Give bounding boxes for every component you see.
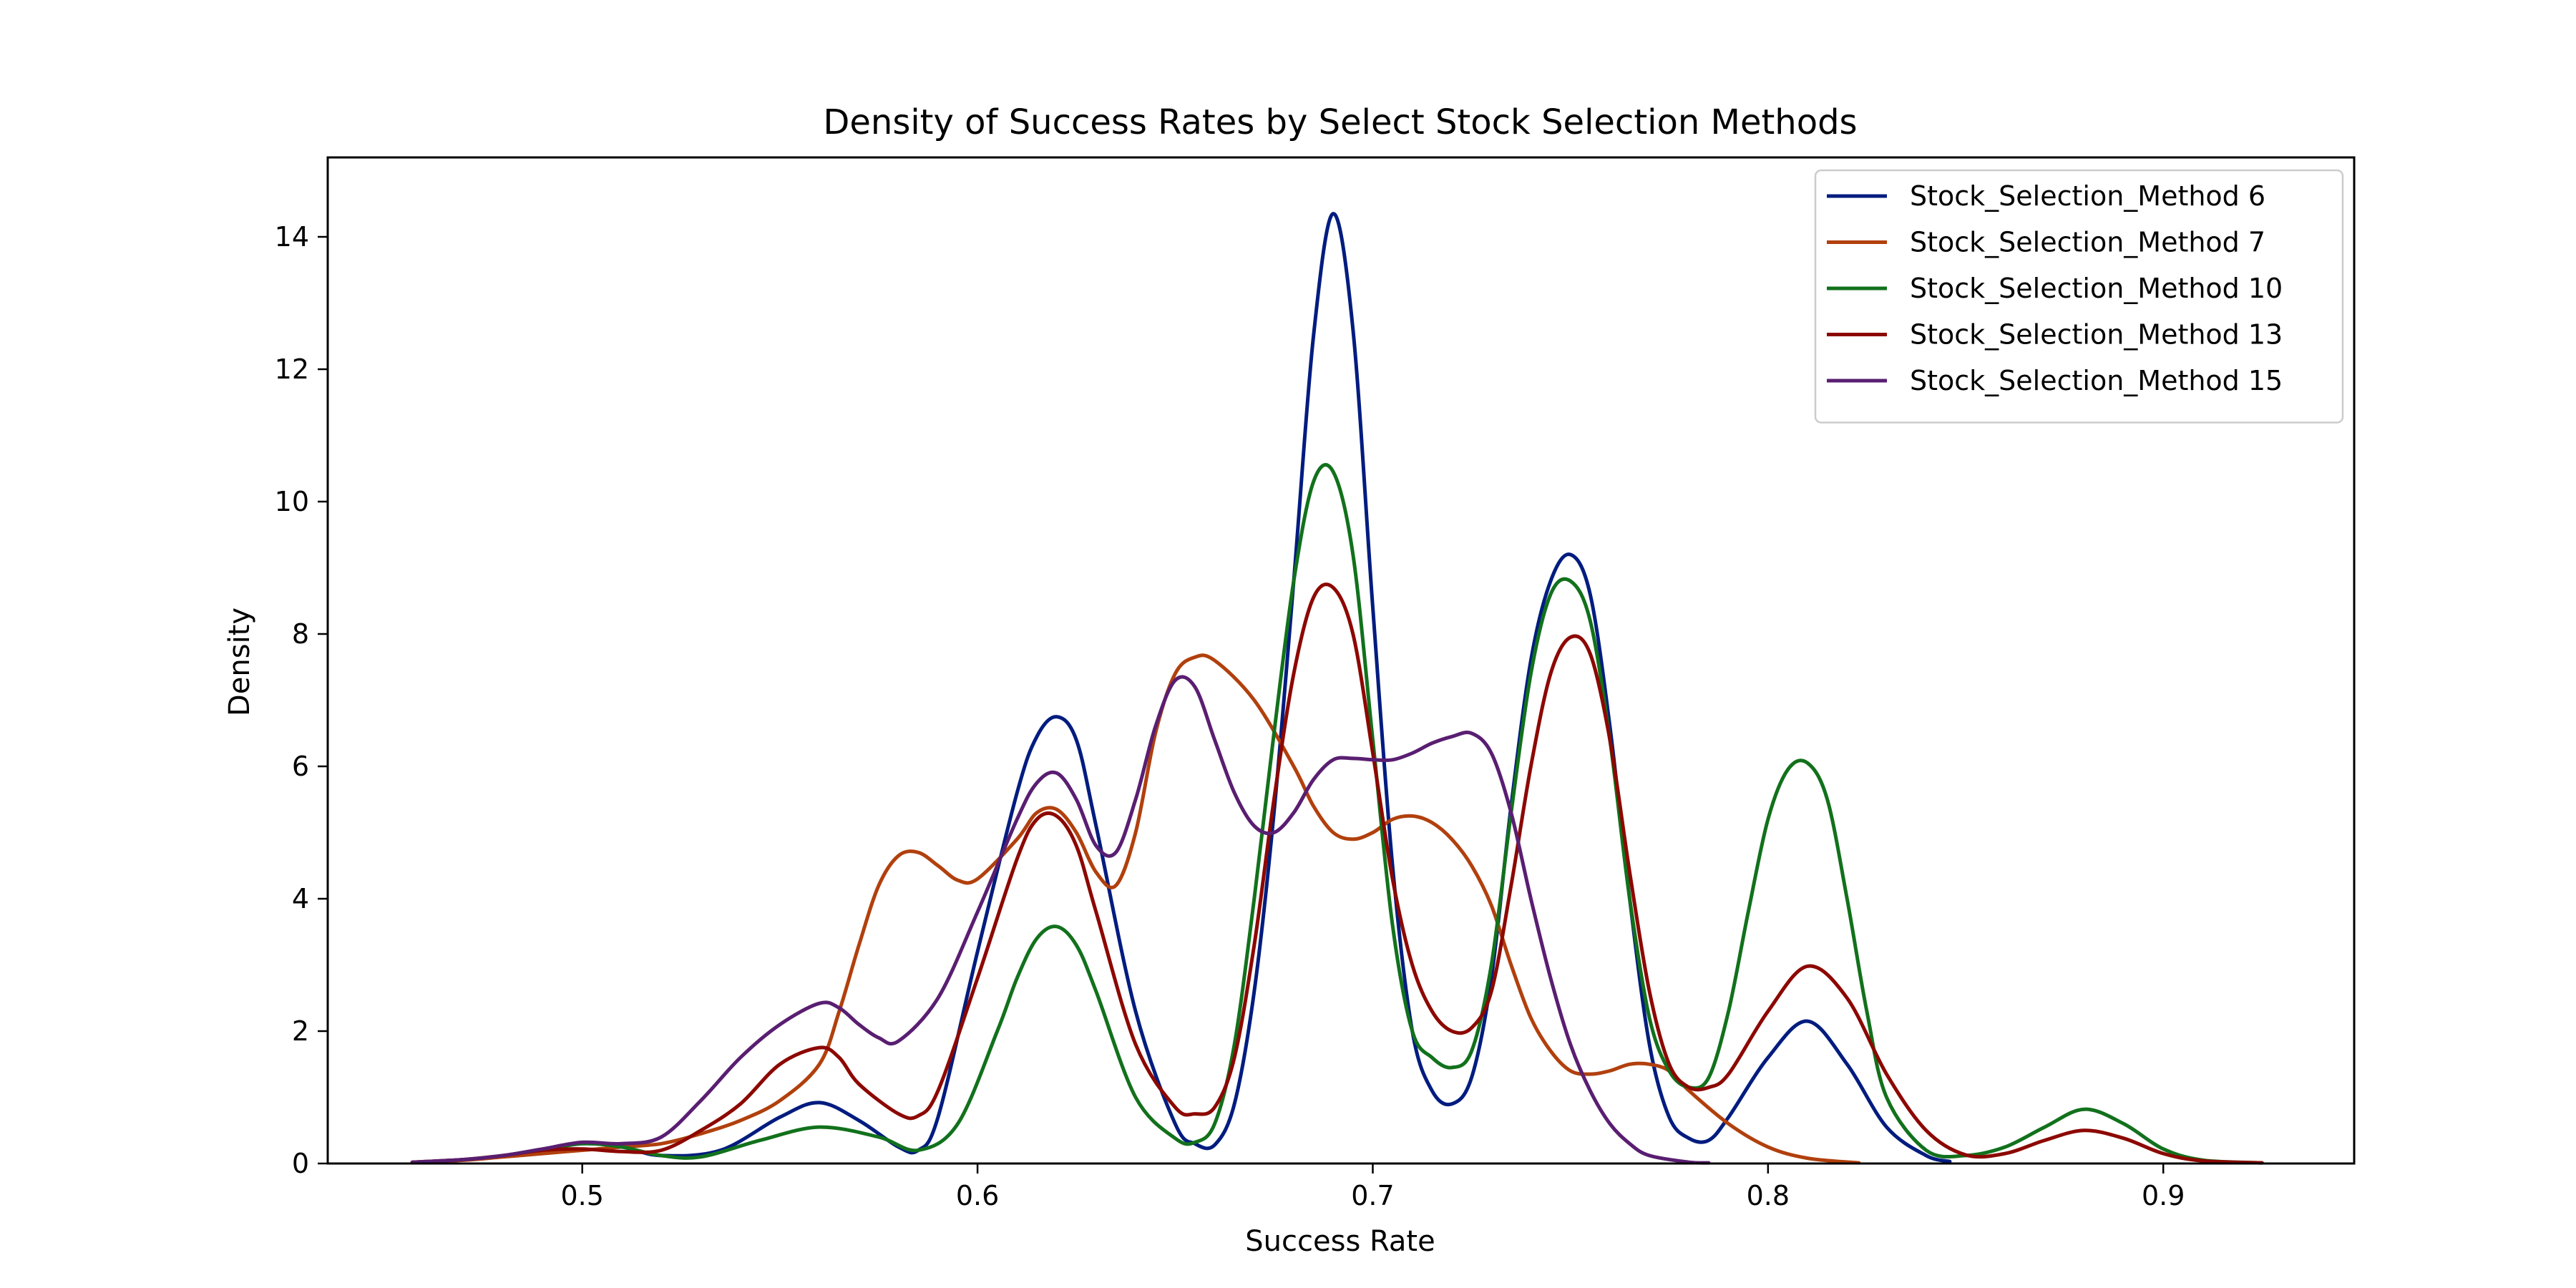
legend-box xyxy=(1814,169,2344,424)
y-tick-label: 8 xyxy=(292,618,309,650)
series-line-3 xyxy=(541,463,2264,1165)
x-tick-label: 0.7 xyxy=(1351,1180,1394,1211)
legend-label: Stock_Selection_Method 6 xyxy=(1910,180,2265,212)
plot-area xyxy=(410,212,2264,1165)
x-tick-label: 0.5 xyxy=(561,1180,604,1211)
y-tick-label: 2 xyxy=(292,1015,309,1047)
y-tick-label: 14 xyxy=(275,221,309,253)
chart-title: Density of Success Rates by Select Stock… xyxy=(823,102,1857,142)
y-tick-label: 6 xyxy=(292,751,309,782)
series-line-4 xyxy=(410,582,2264,1165)
x-axis-label: Success Rate xyxy=(1245,1225,1435,1258)
x-tick-label: 0.9 xyxy=(2142,1180,2185,1211)
legend-label: Stock_Selection_Method 7 xyxy=(1910,227,2265,258)
series-line-5 xyxy=(410,675,1711,1165)
y-tick-label: 0 xyxy=(292,1148,309,1179)
legend: Stock_Selection_Method 6 Stock_Selection_… xyxy=(1814,169,2344,424)
x-axis-ticks: 0.5 0.6 0.7 0.8 0.9 xyxy=(561,1163,2185,1211)
x-tick-label: 0.6 xyxy=(956,1180,999,1211)
y-axis-label: Density xyxy=(223,608,256,716)
legend-label: Stock_Selection_Method 15 xyxy=(1910,365,2283,396)
y-tick-label: 10 xyxy=(275,486,309,517)
x-tick-label: 0.8 xyxy=(1747,1180,1790,1211)
series-lines xyxy=(410,212,2264,1165)
legend-label: Stock_Selection_Method 13 xyxy=(1910,319,2283,351)
y-axis-ticks: 0 2 4 6 8 10 12 14 xyxy=(275,221,328,1179)
legend-label: Stock_Selection_Method 10 xyxy=(1910,273,2283,304)
y-tick-label: 4 xyxy=(292,883,309,914)
y-tick-label: 12 xyxy=(275,353,309,385)
series-line-2 xyxy=(410,653,1861,1165)
axes-frame xyxy=(326,156,2356,1165)
